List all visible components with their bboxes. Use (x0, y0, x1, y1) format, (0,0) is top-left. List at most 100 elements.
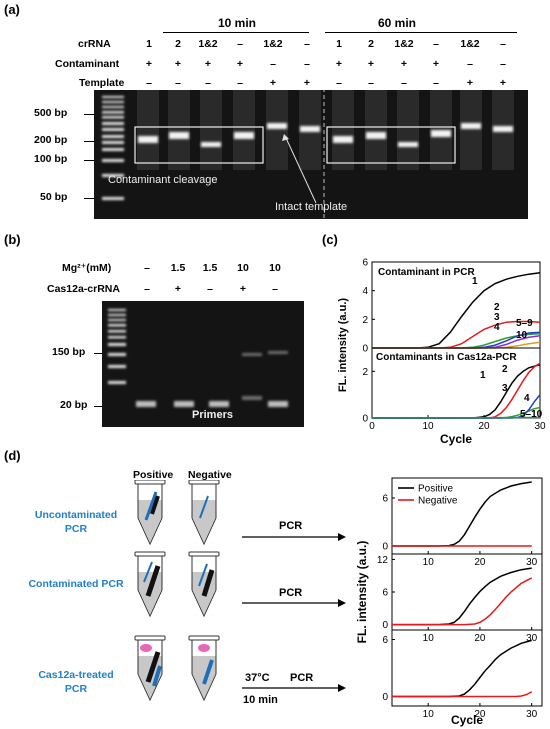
curve-label: 5–9 (516, 318, 533, 329)
y-tick-label: 2 (362, 315, 368, 326)
x-tick-label: 20 (474, 557, 486, 568)
row-cas12a-treated: Cas12a-treated PCR (38, 669, 114, 695)
legend-label-negative: Negative (418, 496, 458, 507)
primer-bands (136, 401, 288, 407)
lane-cell: + (174, 283, 182, 295)
tube-positive-1 (134, 480, 166, 545)
lane-cell: + (466, 77, 474, 89)
ladder-bands-b (108, 309, 126, 384)
y-tick-label: 2 (362, 367, 368, 378)
y-tick-label: 6 (382, 588, 388, 599)
lane-cell: 1.5 (202, 262, 218, 274)
marker-50bp: 50 bp (40, 191, 68, 203)
chart-title-top: Contaminant in PCR (378, 267, 475, 278)
x-tick-label: 30 (526, 557, 538, 568)
tube-positive-3 (134, 635, 166, 701)
row-label-template: Template (79, 77, 125, 89)
lane-cell: – (175, 77, 181, 89)
series-line-Negative (392, 691, 533, 698)
chart-d: 0 6 10 20 30 0 6 12 10 20 30 0 6 10 20 30 PositiveNegati… (355, 477, 543, 727)
y-tick-label: 0 (382, 542, 388, 553)
pcr-step-2: PCR (279, 587, 303, 599)
lane-cell: – (270, 58, 276, 70)
lane-cell: – (500, 38, 506, 50)
series-line-Positive (392, 481, 532, 547)
pcr-step-3: PCR (290, 672, 314, 684)
curve-label: 2 (502, 364, 508, 375)
lane-cell: 1&2 (198, 38, 218, 50)
panel-label-d: (d) (4, 448, 21, 463)
curve-label: 10 (516, 330, 528, 341)
incubation-temp: 37°C (245, 672, 270, 684)
series-line-1 (372, 364, 541, 419)
lane-cell: + (236, 58, 244, 70)
lane-cell: – (433, 77, 439, 89)
y-tick-label: 0 (382, 620, 388, 631)
chart-title-bottom: Contaminants in Cas12a-PCR (376, 352, 517, 363)
lane-cell: – (336, 77, 342, 89)
series-line-3 (372, 406, 541, 419)
lane-cell: + (303, 77, 311, 89)
curve-label: 4 (494, 322, 500, 333)
y-tick-label: 6 (382, 494, 388, 505)
lane-cell: + (269, 77, 277, 89)
row-uncontaminated: Uncontaminated PCR (34, 509, 118, 535)
x-tick-label: 10 (423, 633, 435, 644)
curve-label: 1 (472, 276, 478, 287)
marker-tick (84, 141, 94, 142)
group-60min-bracket (325, 32, 517, 33)
primers-label: Primers (192, 409, 233, 421)
plot-frame (391, 553, 543, 631)
x-axis-label: Cycle (440, 432, 472, 446)
lane-cell: 1&2 (460, 38, 480, 50)
intact-template-arrow (285, 137, 317, 204)
curve-label: 3 (502, 383, 508, 394)
x-tick-label: 20 (478, 421, 490, 432)
lane-cell: 1 (336, 38, 342, 50)
series-line-5–10 (371, 416, 541, 419)
marker-tick (84, 114, 94, 115)
series-line-Negative (392, 577, 533, 626)
tube-negative-2 (188, 551, 220, 617)
series-line-Positive (392, 639, 532, 698)
x-axis-label: Cycle (451, 713, 483, 727)
lane-cell: + (499, 77, 507, 89)
cleavage-box-60min (326, 126, 456, 164)
x-tick-label: 10 (423, 557, 435, 568)
y-tick-label: 12 (377, 555, 389, 566)
curve-label: 2 (494, 302, 500, 313)
lane-cell: + (367, 58, 375, 70)
row-label-mg: Mg²⁺(mM) (62, 262, 112, 274)
tube-diagram (134, 480, 346, 701)
lane-cell: + (239, 283, 247, 295)
x-tick-label: 0 (369, 421, 375, 432)
row-label-contaminant: Contaminant (55, 58, 120, 70)
col-label-negative: Negative (188, 469, 232, 481)
lane-cell: + (335, 58, 343, 70)
lane-cell: – (500, 58, 506, 70)
lane-cell: 1&2 (394, 38, 414, 50)
marker-tick (94, 353, 102, 354)
col-label-positive: Positive (133, 469, 174, 481)
lane-cell: – (237, 77, 243, 89)
lane-cell: + (400, 58, 408, 70)
series-line-4 (372, 394, 541, 419)
lane-cell: – (272, 283, 278, 295)
curve-label: 4 (524, 393, 530, 404)
x-tick-label: 30 (534, 421, 546, 432)
curve-label: 1 (480, 370, 486, 381)
gel-image-b: Primers (102, 301, 304, 427)
y-axis-label: FL. intensity (a.u.) (355, 541, 369, 644)
lane-cell: – (401, 77, 407, 89)
sample-bands (138, 123, 513, 147)
lane-cell: – (207, 283, 213, 295)
y-axis-label: FL. intensity (a.u.) (337, 298, 349, 392)
lane-cell: – (368, 77, 374, 89)
x-tick-label: 10 (422, 421, 434, 432)
y-tick-label: 0 (362, 344, 368, 355)
lane-cell: + (204, 58, 212, 70)
panel-label-a: (a) (4, 2, 20, 17)
series-line-2 (372, 362, 541, 419)
lane-cell: 2 (175, 38, 181, 50)
